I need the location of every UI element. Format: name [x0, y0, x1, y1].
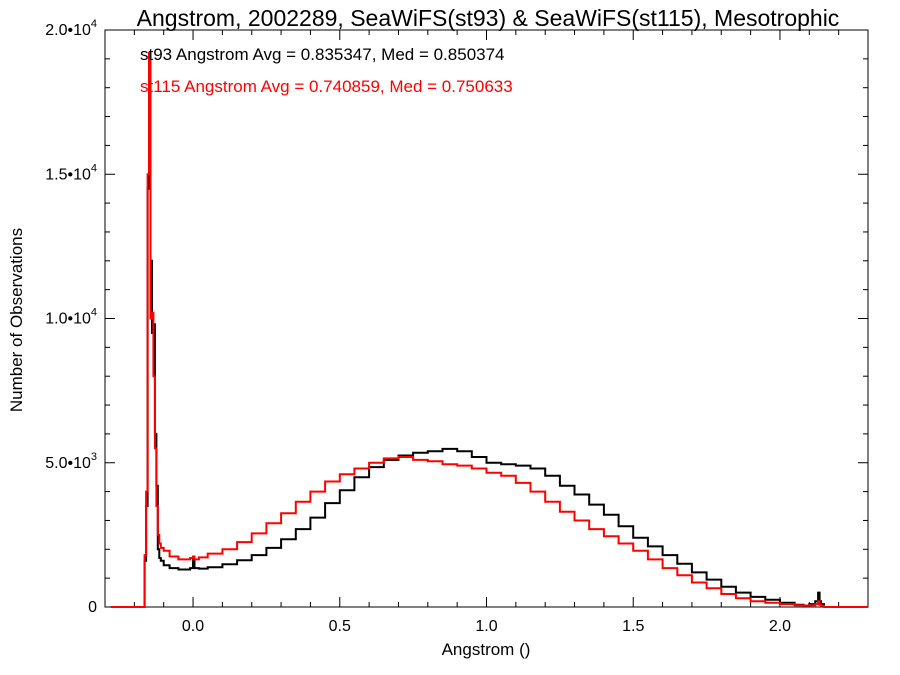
- y-tick-label: 2.0•104: [45, 18, 97, 39]
- series-stats-label-st93: st93 Angstrom Avg = 0.835347, Med = 0.85…: [140, 45, 505, 64]
- series-layer: [110, 52, 868, 608]
- series-line-st115: [110, 52, 868, 608]
- x-axis-ticks: 0.0 0.5 1.0 1.5 2.0: [104, 30, 869, 635]
- chart-title: Angstrom, 2002289, SeaWiFS(st93) & SeaWi…: [137, 5, 840, 31]
- y-axis-label: Number of Observations: [7, 228, 26, 412]
- x-axis-label: Angstrom (): [442, 640, 531, 659]
- y-tick-label: 0: [88, 599, 97, 616]
- x-tick-label: 1.0: [475, 618, 497, 635]
- y-tick-label: 1.0•104: [45, 307, 97, 328]
- y-tick-label: 1.5•104: [45, 162, 97, 183]
- x-tick-label: 0.0: [182, 618, 204, 635]
- x-tick-label: 1.5: [622, 618, 644, 635]
- y-axis-ticks: 0 5.0•103 1.0•104 1.5•104 2.0•104: [45, 18, 868, 616]
- series-line-st93: [110, 57, 868, 608]
- plot-frame: [104, 29, 869, 608]
- y-tick-label: 5.0•103: [45, 451, 97, 472]
- series-stats-label-st115: st115 Angstrom Avg = 0.740859, Med = 0.7…: [140, 77, 513, 96]
- x-tick-label: 2.0: [769, 618, 791, 635]
- x-tick-label: 0.5: [329, 618, 351, 635]
